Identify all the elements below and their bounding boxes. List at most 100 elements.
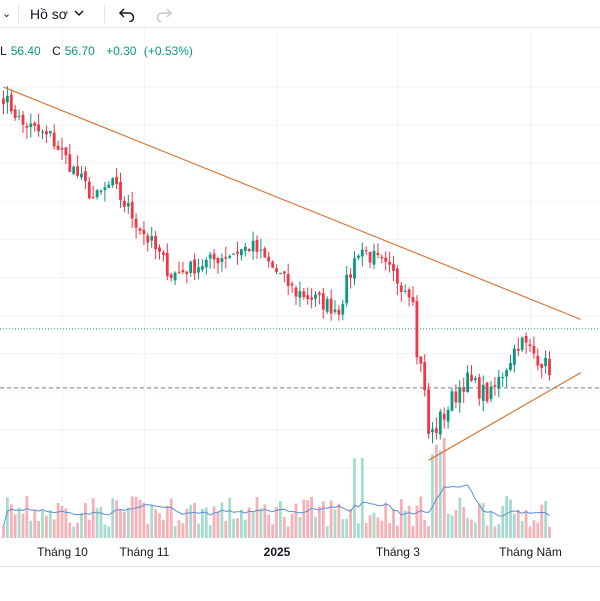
profile-button[interactable]: Hồ sơ — [24, 3, 90, 25]
volume-bar — [228, 497, 232, 538]
volume-bar — [107, 526, 111, 538]
candle — [142, 221, 146, 246]
volume-bar — [84, 502, 87, 538]
candle-body — [509, 363, 512, 370]
candle — [329, 289, 333, 321]
volume-bar — [368, 515, 372, 538]
volume-bar — [290, 513, 294, 538]
candle-body — [240, 249, 243, 256]
candle — [17, 109, 21, 121]
volume-bar — [204, 507, 208, 538]
candle — [267, 251, 271, 268]
volume-bar — [212, 506, 216, 538]
volume-bar — [306, 500, 310, 538]
volume-bar — [493, 526, 497, 538]
candle-body — [337, 309, 341, 315]
volume-bar — [48, 510, 52, 538]
close-value: 56.70 — [64, 44, 95, 58]
volume-bar — [399, 499, 403, 538]
candle-body — [431, 429, 434, 433]
price-chart[interactable]: Tháng 10 Tháng 11 2025 Tháng 3 Tháng Năm — [0, 28, 600, 566]
volume-bar — [25, 496, 29, 538]
candle-body — [360, 249, 364, 257]
undo-icon — [118, 8, 135, 22]
volume-bar — [477, 503, 481, 538]
candle — [119, 172, 122, 208]
candle — [84, 166, 87, 189]
candle — [357, 253, 360, 261]
candle-body — [462, 387, 466, 392]
candle-body — [310, 297, 313, 300]
candle — [286, 263, 290, 296]
volume-bar — [134, 496, 138, 538]
volume-bar — [68, 522, 72, 538]
candle-body — [103, 187, 107, 191]
candle-body — [95, 190, 99, 198]
candle-body — [29, 123, 33, 128]
volume-bar — [60, 505, 64, 538]
candle — [466, 365, 469, 393]
candle — [516, 337, 520, 356]
volume-bar — [177, 520, 181, 538]
candle — [193, 253, 196, 281]
candle — [438, 408, 442, 440]
volume-bar — [513, 513, 516, 538]
candle — [224, 246, 228, 269]
candle-body — [548, 358, 551, 376]
redo-button[interactable] — [152, 3, 176, 25]
volume-bar — [532, 520, 536, 538]
candle-body — [271, 261, 274, 268]
candle — [372, 243, 376, 270]
candle-body — [60, 148, 64, 150]
candle-body — [45, 131, 48, 135]
volume-bar — [474, 522, 477, 538]
candle-body — [321, 293, 325, 310]
undo-button[interactable] — [115, 3, 139, 25]
volume-bar — [259, 508, 263, 538]
volume-bar — [21, 513, 25, 538]
candle — [368, 251, 372, 268]
volume-bar — [536, 522, 540, 538]
candle-body — [142, 229, 146, 235]
candle — [489, 381, 493, 403]
volume-bar — [446, 513, 450, 538]
candle — [80, 165, 83, 181]
volume-bar — [501, 505, 505, 538]
candle — [115, 168, 118, 190]
candle — [255, 235, 259, 259]
volume-bar — [489, 510, 493, 538]
candle-body — [419, 356, 423, 364]
candle — [271, 260, 274, 269]
candle-body — [298, 291, 302, 298]
volume-bar — [321, 501, 325, 538]
candle-body — [91, 196, 95, 198]
trendline — [3, 86, 581, 320]
candle-body — [263, 248, 267, 258]
volume-bar — [528, 526, 532, 538]
volume-bar — [540, 504, 544, 538]
candle-body — [76, 166, 79, 176]
candle — [407, 287, 411, 307]
candle — [236, 241, 239, 265]
volume-bar — [462, 506, 466, 538]
candle — [470, 365, 473, 383]
volume-bar — [119, 509, 122, 538]
candle-body — [458, 387, 462, 403]
candle — [228, 254, 232, 260]
candle — [481, 375, 485, 412]
candle — [431, 421, 434, 444]
chevron-down-icon[interactable]: ⌄ — [2, 8, 12, 20]
candle-body — [520, 337, 524, 350]
candle — [177, 261, 181, 275]
candle-body — [294, 287, 298, 297]
volume-bar — [392, 508, 395, 538]
candle — [532, 336, 536, 359]
candle-body — [415, 301, 419, 358]
volume-bar — [95, 508, 99, 538]
volume-bar — [41, 510, 44, 538]
volume-bar — [201, 508, 204, 538]
candle-body — [446, 409, 450, 422]
candle-body — [372, 250, 376, 265]
candle-body — [442, 413, 446, 420]
candle — [240, 248, 243, 261]
